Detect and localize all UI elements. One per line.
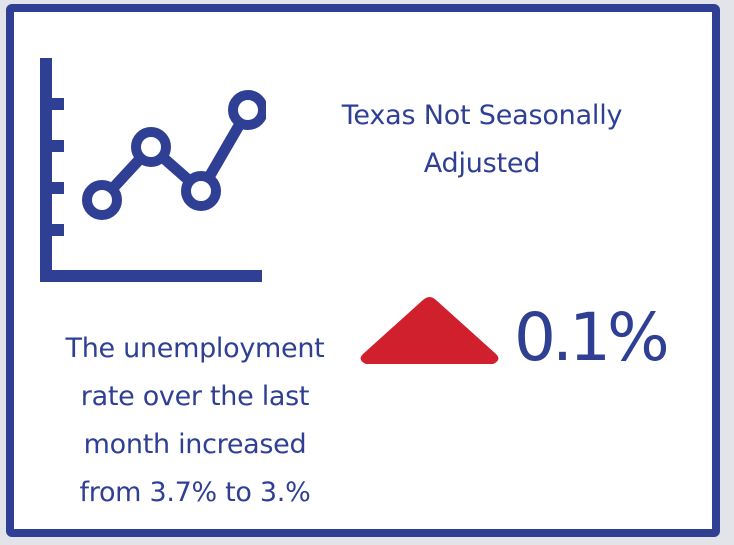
change-value: 0.1% [514, 299, 670, 376]
description-line: The unemployment [65, 333, 325, 364]
up-triangle-icon [360, 297, 499, 364]
description-line: from 3.7% to 3.% [79, 477, 311, 508]
card-title-line2: Adjusted [423, 148, 541, 179]
description-line: rate over the last [80, 381, 310, 412]
card-title-line1: Texas Not Seasonally [341, 100, 623, 131]
description-line: month increased [83, 429, 307, 460]
line-chart-icon [40, 58, 266, 282]
unemployment-card: Texas Not Seasonally Adjusted The unempl… [6, 4, 720, 537]
card-title: Texas Not Seasonally Adjusted [282, 92, 682, 188]
description-text: The unemployment rate over the last mont… [40, 325, 350, 517]
